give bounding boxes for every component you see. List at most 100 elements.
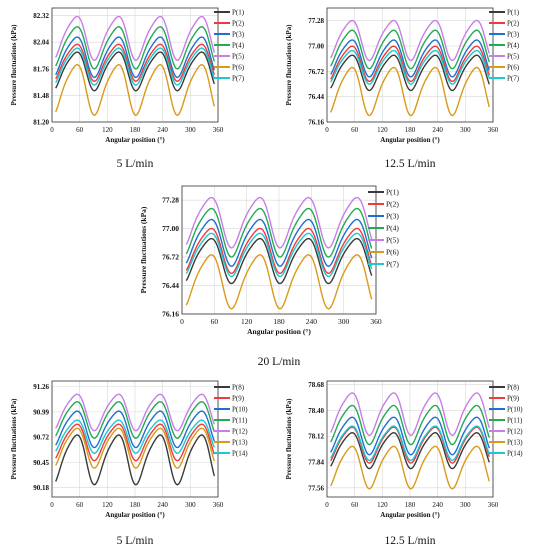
caption-panel-1: 5 L/min <box>116 158 154 170</box>
legend-label: P(7) <box>386 260 399 269</box>
series-line-P(3) <box>55 36 215 79</box>
y-tick-label: 82.04 <box>33 39 49 47</box>
legend-label: P(1) <box>232 9 245 17</box>
legend-label: P(12) <box>232 428 248 436</box>
series-line-P(14) <box>330 425 490 462</box>
plot-frame <box>326 7 494 123</box>
x-tick-label: 180 <box>130 501 141 509</box>
y-tick-label: 76.72 <box>308 68 324 76</box>
chart-panel-3: 0 60 120 180 240 300 360 76.16 76.44 76.72 77.00 77… <box>118 178 438 358</box>
y-tick-label: 81.76 <box>33 65 49 73</box>
x-tick-label: 180 <box>405 501 416 509</box>
series-line-P(7) <box>185 232 373 278</box>
series-line-P(13) <box>330 445 490 490</box>
x-tick-label: 60 <box>351 501 359 509</box>
legend-label: P(8) <box>507 384 520 392</box>
series-line-P(8) <box>330 432 490 470</box>
x-tick-label: 360 <box>488 126 499 134</box>
y-tick-label: 77.84 <box>308 459 324 467</box>
legend: P(1) P(2) P(3) P(4) P(5) P(6) P(7) <box>489 9 520 83</box>
series-line-P(10) <box>330 416 490 456</box>
x-tick-label: 0 <box>50 126 54 134</box>
legend: P(1) P(2) P(3) P(4) P(5) P(6) P(7) <box>368 188 399 269</box>
series-line-P(6) <box>185 254 373 310</box>
x-tick-label: 360 <box>213 501 224 509</box>
y-tick-label: 76.16 <box>162 310 179 319</box>
series-line-P(11) <box>55 401 215 439</box>
y-tick-label: 78.40 <box>308 407 324 415</box>
caption-panel-2: 12.5 L/min <box>384 158 436 170</box>
series-line-P(4) <box>330 29 490 70</box>
plot-frame <box>326 380 494 498</box>
x-tick-label: 360 <box>213 126 224 134</box>
caption-panel-4: 5 L/min <box>116 535 154 547</box>
legend-label: P(5) <box>232 53 245 61</box>
series-line-P(2) <box>55 43 215 83</box>
series-line-P(1) <box>185 237 373 285</box>
x-tick-label: 240 <box>157 126 168 134</box>
legend-label: P(8) <box>232 384 245 392</box>
legend-label: P(9) <box>507 395 520 403</box>
series-line-P(5) <box>185 196 373 249</box>
legend-label: P(3) <box>507 31 520 39</box>
grid <box>51 381 219 497</box>
chart-5-lpm-top: 0 60 120 180 240 300 360 81.20 81.48 81.76 82.04 82… <box>10 7 245 144</box>
x-tick-label: 60 <box>351 126 359 134</box>
y-axis-label: Pressure fluctuations (kPa) <box>285 398 293 480</box>
chart-panel-4: 0 60 120 180 240 300 360 90.18 90.45 90.72 90.99 91… <box>0 375 275 535</box>
x-axis-label: Angular position (°) <box>105 511 165 519</box>
x-tick-label: 300 <box>185 126 196 134</box>
y-tick-label: 77.28 <box>308 17 324 25</box>
y-tick-label: 90.99 <box>33 408 49 416</box>
legend-label: P(13) <box>232 439 248 447</box>
x-tick-label: 240 <box>432 126 443 134</box>
series-line-P(6) <box>55 64 215 116</box>
x-tick-label: 300 <box>185 501 196 509</box>
y-tick-label: 76.44 <box>162 281 179 290</box>
series-line-P(7) <box>55 47 215 86</box>
grid <box>326 381 494 497</box>
legend-label: P(6) <box>386 248 399 257</box>
legend: P(1) P(2) P(3) P(4) P(5) P(6) P(7) <box>214 9 245 83</box>
y-tick-label: 77.56 <box>308 484 324 492</box>
y-axis-label: Pressure fluctuations (kPa) <box>10 24 18 106</box>
series-line-P(3) <box>185 218 373 267</box>
legend-label: P(14) <box>232 450 248 458</box>
plot-frame <box>181 185 377 315</box>
x-axis-label: Angular position (°) <box>105 136 165 144</box>
series-line-P(7) <box>330 49 490 85</box>
x-tick-label: 0 <box>325 126 329 134</box>
chart-panel-5: 0 60 120 180 240 300 360 77.56 77.84 78.12 78.40 78… <box>275 375 550 535</box>
x-tick-label: 240 <box>432 501 443 509</box>
series-line-P(5) <box>330 19 490 62</box>
y-tick-label: 77.00 <box>308 43 324 51</box>
legend-label: P(2) <box>232 20 245 28</box>
series-line-P(13) <box>55 427 215 469</box>
chart-panel-1: 0 60 120 180 240 300 360 81.20 81.48 81.76 82.04 82… <box>0 0 275 165</box>
x-tick-label: 60 <box>211 317 219 326</box>
x-tick-label: 60 <box>76 501 84 509</box>
y-tick-label: 78.68 <box>308 381 324 389</box>
x-axis-label: Angular position (°) <box>247 327 311 336</box>
legend-label: P(14) <box>507 450 523 458</box>
y-tick-label: 77.00 <box>162 224 179 233</box>
y-tick-label: 76.16 <box>308 119 324 127</box>
series-line-P(12) <box>330 392 490 437</box>
x-tick-label: 300 <box>338 317 350 326</box>
x-tick-label: 240 <box>157 501 168 509</box>
series-line-P(14) <box>55 419 215 454</box>
y-tick-label: 76.72 <box>162 253 179 262</box>
legend: P(8) P(9) P(10) P(11) P(12) P(13) P(14) <box>214 384 248 458</box>
legend-label: P(1) <box>386 188 399 197</box>
grid <box>326 8 494 123</box>
legend-label: P(9) <box>232 395 245 403</box>
series-line-P(11) <box>330 404 490 446</box>
plot-frame <box>51 7 219 123</box>
caption-panel-5: 12.5 L/min <box>384 535 436 547</box>
x-tick-label: 0 <box>325 501 329 509</box>
y-tick-label: 82.32 <box>33 12 49 20</box>
series-line-P(1) <box>55 51 215 92</box>
x-tick-label: 60 <box>76 126 84 134</box>
y-tick-label: 91.26 <box>33 383 49 391</box>
x-tick-label: 360 <box>370 317 382 326</box>
